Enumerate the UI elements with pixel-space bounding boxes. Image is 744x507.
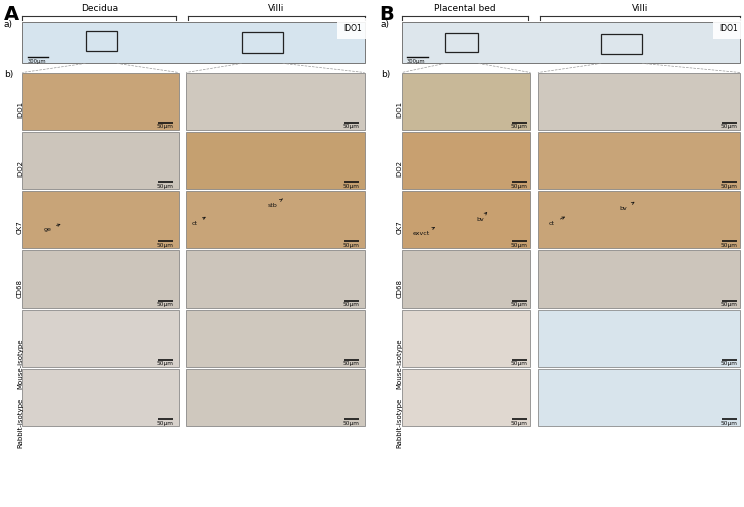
Bar <box>22 132 179 189</box>
Text: Placental bed: Placental bed <box>434 4 496 13</box>
Text: b): b) <box>4 70 13 79</box>
Bar <box>22 310 179 367</box>
Text: 50μm: 50μm <box>721 124 737 129</box>
Text: stb: stb <box>268 199 283 208</box>
Text: 50μm: 50μm <box>721 421 737 426</box>
Text: exvct: exvct <box>413 227 434 236</box>
Text: Rabbit-isotype: Rabbit-isotype <box>397 398 403 448</box>
Text: IDO1: IDO1 <box>344 24 362 33</box>
Text: 50μm: 50μm <box>343 184 359 189</box>
Text: 50μm: 50μm <box>511 421 527 426</box>
Text: 50μm: 50μm <box>157 124 173 129</box>
Text: 50μm: 50μm <box>511 184 527 189</box>
Bar <box>601 34 642 54</box>
Text: bv: bv <box>620 202 634 211</box>
Bar <box>402 73 530 130</box>
Text: a): a) <box>381 20 390 29</box>
Bar <box>538 369 740 426</box>
Text: Mouse-isotype: Mouse-isotype <box>397 339 403 389</box>
Text: CK7: CK7 <box>17 220 23 234</box>
Bar <box>538 132 740 189</box>
Text: 50μm: 50μm <box>157 361 173 367</box>
Bar <box>22 73 179 130</box>
Text: 50μm: 50μm <box>343 361 359 367</box>
Text: 50μm: 50μm <box>343 421 359 426</box>
Text: 50μm: 50μm <box>157 302 173 307</box>
Text: a): a) <box>4 20 13 29</box>
Text: 50μm: 50μm <box>343 124 359 129</box>
Text: Mouse-isotype: Mouse-isotype <box>17 339 23 389</box>
Text: IDO1: IDO1 <box>719 24 738 33</box>
Bar <box>402 369 530 426</box>
Bar <box>186 191 365 248</box>
Text: 50μm: 50μm <box>511 361 527 367</box>
Text: CK7: CK7 <box>397 220 403 234</box>
Bar <box>402 310 530 367</box>
Bar <box>402 191 530 248</box>
Text: IDO1: IDO1 <box>17 101 23 118</box>
Text: 50μm: 50μm <box>157 184 173 189</box>
Bar <box>186 132 365 189</box>
Text: 50μm: 50μm <box>511 124 527 129</box>
Text: 50μm: 50μm <box>157 243 173 248</box>
Text: CD68: CD68 <box>17 279 23 298</box>
Bar <box>186 250 365 308</box>
Text: 50μm: 50μm <box>721 361 737 367</box>
Bar <box>186 369 365 426</box>
Bar <box>86 31 117 51</box>
Bar <box>22 191 179 248</box>
Text: 50μm: 50μm <box>721 243 737 248</box>
Bar <box>538 191 740 248</box>
Text: IDO1: IDO1 <box>397 101 403 118</box>
Text: 50μm: 50μm <box>511 243 527 248</box>
Bar <box>242 32 283 53</box>
Text: Rabbit-isotype: Rabbit-isotype <box>17 398 23 448</box>
Text: 50μm: 50μm <box>343 302 359 307</box>
Bar <box>538 250 740 308</box>
Text: 300μm: 300μm <box>407 59 426 64</box>
Text: A: A <box>4 5 19 24</box>
Text: 50μm: 50μm <box>343 243 359 248</box>
Text: 50μm: 50μm <box>157 421 173 426</box>
Text: 300μm: 300μm <box>28 59 46 64</box>
Text: Villi: Villi <box>268 4 285 13</box>
Bar <box>402 132 530 189</box>
Text: ct: ct <box>549 217 565 226</box>
Bar <box>538 310 740 367</box>
Bar <box>445 33 478 52</box>
Text: B: B <box>379 5 394 24</box>
Bar <box>402 250 530 308</box>
Bar <box>186 73 365 130</box>
Text: 50μm: 50μm <box>721 184 737 189</box>
Bar <box>186 310 365 367</box>
Text: bv: bv <box>476 212 487 222</box>
Text: IDO2: IDO2 <box>17 160 23 177</box>
Text: ct: ct <box>192 217 205 226</box>
Text: 50μm: 50μm <box>511 302 527 307</box>
Text: ge: ge <box>43 224 60 232</box>
Text: Villi: Villi <box>632 4 649 13</box>
Bar <box>538 73 740 130</box>
Bar <box>22 369 179 426</box>
Text: b): b) <box>381 70 390 79</box>
Text: CD68: CD68 <box>397 279 403 298</box>
Text: IDO2: IDO2 <box>397 160 403 177</box>
Bar <box>22 250 179 308</box>
Bar <box>22 22 365 63</box>
Bar <box>402 22 740 63</box>
Text: 50μm: 50μm <box>721 302 737 307</box>
Text: Decidua: Decidua <box>81 4 118 13</box>
